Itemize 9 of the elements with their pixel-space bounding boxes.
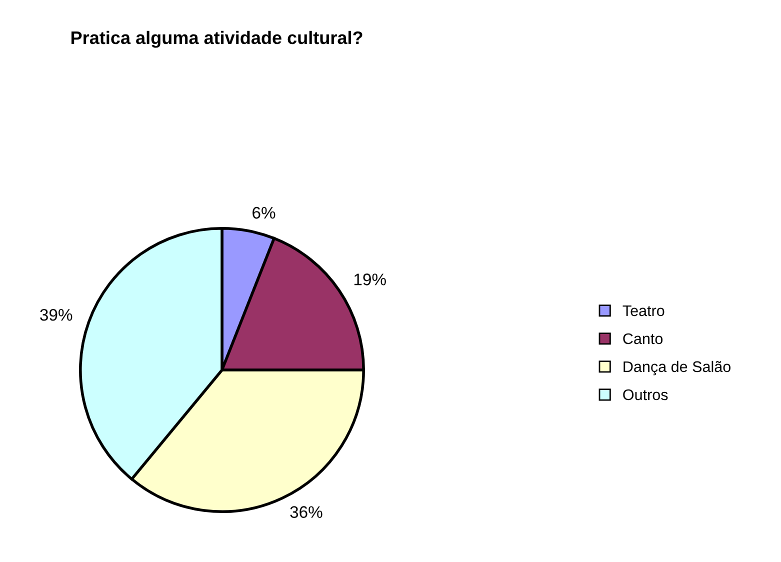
legend-label: Teatro (622, 305, 664, 316)
chart-title: Pratica alguma atividade cultural? (71, 30, 362, 48)
data-label: 19% (354, 274, 386, 286)
legend-label: Canto (623, 333, 663, 344)
legend-label: Outros (623, 389, 668, 400)
data-label: 6% (252, 206, 276, 219)
legend-label: Dança de Salão (624, 360, 730, 376)
data-label: 36% (290, 506, 322, 518)
data-label: 39% (40, 308, 72, 321)
